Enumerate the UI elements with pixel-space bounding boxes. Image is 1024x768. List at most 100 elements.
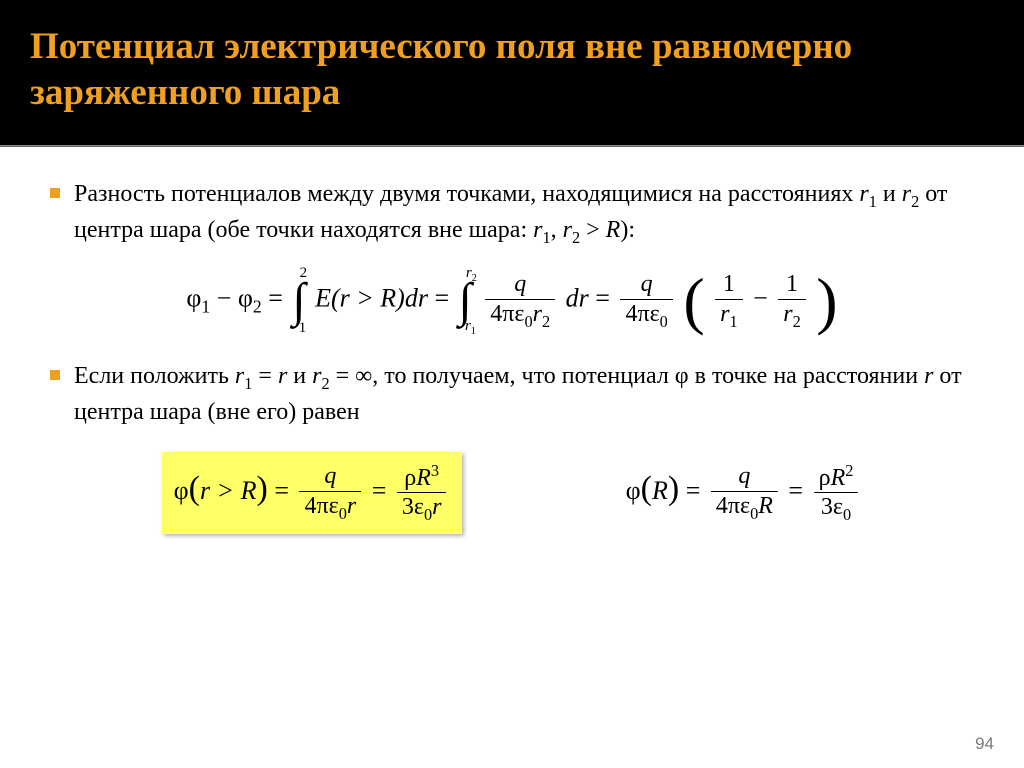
denom: 4πε0r2: [485, 300, 555, 331]
paren-right-icon: ): [668, 470, 679, 507]
int-upper: r2: [466, 265, 477, 284]
equals: =: [788, 476, 809, 505]
text: 4πε: [716, 493, 750, 519]
rho: ρ: [819, 465, 831, 491]
sup: 2: [845, 461, 853, 480]
numer: 1: [778, 271, 806, 299]
arg: r > R: [200, 476, 257, 505]
int-lower: 1: [299, 320, 307, 337]
equation-2-row: φ(r > R) = q 4πε0r = ρR3 3ε0r φ(R) = q 4…: [50, 452, 974, 534]
sub: 1: [201, 297, 210, 317]
text: >: [580, 217, 606, 243]
numer: q: [485, 271, 555, 299]
denom: 3ε0: [814, 493, 859, 524]
text: 4πε: [490, 301, 524, 327]
var-R: R: [606, 217, 621, 243]
text: 4πε: [625, 301, 659, 327]
sub: 2: [542, 312, 550, 331]
phi: φ: [626, 476, 641, 505]
var-r1: r: [859, 181, 868, 207]
denom: 4πε0r: [299, 492, 361, 523]
denom: r1: [715, 300, 743, 331]
text: и: [287, 363, 312, 389]
dr: dr: [566, 284, 589, 313]
bullet-icon: [50, 370, 60, 380]
bullet-icon: [50, 188, 60, 198]
numer: ρR3: [397, 462, 447, 493]
arg: R: [652, 476, 668, 505]
sub: 0: [660, 312, 668, 331]
parenthesis-group: ( 1 r1 − 1 r2 ): [683, 271, 837, 330]
paren-right-icon: ): [816, 274, 837, 328]
fraction: q 4πε0R: [711, 463, 778, 522]
text: 4πε: [304, 493, 338, 519]
denom: r2: [778, 300, 806, 331]
page-number: 94: [975, 734, 994, 754]
equals: =: [595, 284, 616, 313]
equals: =: [434, 284, 455, 313]
fraction: ρR2 3ε0: [814, 462, 859, 524]
text: Разность потенциалов между двумя точками…: [74, 181, 859, 207]
equals: =: [679, 476, 707, 505]
fraction: ρR3 3ε0r: [397, 462, 447, 524]
numer: ρR2: [814, 462, 859, 493]
paren-left-icon: (: [641, 470, 652, 507]
sub: 1: [471, 326, 476, 337]
paren-left-icon: (: [189, 470, 200, 507]
var: r: [783, 301, 792, 327]
text: = ∞, то получаем, что потенциал φ в точк…: [330, 363, 924, 389]
int-lower: r1: [465, 318, 476, 337]
numer: q: [711, 463, 778, 491]
text: =: [252, 363, 278, 389]
var: R: [831, 465, 846, 491]
var: r: [278, 363, 287, 389]
phi: φ: [238, 284, 253, 313]
int-upper: 2: [300, 265, 308, 282]
denom: 3ε0r: [397, 493, 447, 524]
var: R: [416, 465, 431, 491]
slide-body: Разность потенциалов между двумя точками…: [0, 147, 1024, 564]
bullet-item-1: Разность потенциалов между двумя точками…: [50, 177, 974, 250]
sub: 0: [424, 505, 432, 524]
phi: φ: [174, 476, 189, 505]
phi: φ: [186, 284, 201, 313]
var: r: [347, 493, 356, 519]
fraction: q 4πε0: [620, 271, 672, 330]
fraction: 1 r2: [778, 271, 806, 330]
integral-1: 2 ∫ 1: [292, 279, 305, 323]
equation-1: φ1 − φ2 = 2 ∫ 1 E(r > R)dr = r2 ∫ r1 q 4…: [50, 271, 974, 330]
sub: 2: [253, 297, 262, 317]
text: и: [877, 181, 902, 207]
var: r: [432, 494, 441, 520]
highlighted-equation: φ(r > R) = q 4πε0r = ρR3 3ε0r: [162, 452, 463, 534]
sub: 2: [911, 191, 919, 210]
sub: 0: [339, 503, 347, 522]
sub: 0: [750, 503, 758, 522]
numer: 1: [715, 271, 743, 299]
sub: 2: [321, 373, 329, 392]
text: ,: [551, 217, 563, 243]
equals: =: [268, 476, 296, 505]
fraction: q 4πε0r2: [485, 271, 555, 330]
sub: 0: [525, 312, 533, 331]
text: ):: [620, 217, 635, 243]
paren-left-icon: (: [683, 274, 704, 328]
text: 3ε: [402, 494, 424, 520]
text: 3ε: [821, 494, 843, 520]
integral-2: r2 ∫ r1: [459, 279, 472, 323]
fraction: q 4πε0r: [299, 463, 361, 522]
sup: 3: [431, 461, 439, 480]
equals: =: [262, 284, 290, 313]
sub: 1: [729, 312, 737, 331]
equals: =: [372, 476, 393, 505]
text: Если положить: [74, 363, 235, 389]
sub: 2: [472, 273, 477, 284]
var-r2: r: [902, 181, 911, 207]
denom: 4πε0R: [711, 492, 778, 523]
var: r: [235, 363, 244, 389]
minus: −: [210, 284, 238, 313]
paren-right-icon: ): [256, 470, 267, 507]
sub: 0: [843, 505, 851, 524]
var: r: [563, 217, 572, 243]
var: R: [758, 493, 773, 519]
